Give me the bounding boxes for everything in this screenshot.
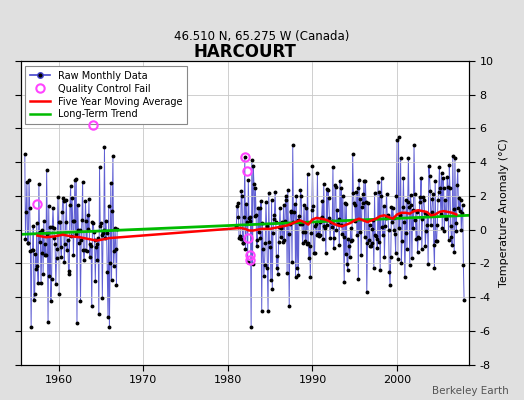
Text: Berkeley Earth: Berkeley Earth (432, 386, 508, 396)
Title: HARCOURT: HARCOURT (193, 43, 296, 61)
Legend: Raw Monthly Data, Quality Control Fail, Five Year Moving Average, Long-Term Tren: Raw Monthly Data, Quality Control Fail, … (26, 66, 187, 124)
Y-axis label: Temperature Anomaly (°C): Temperature Anomaly (°C) (499, 138, 509, 287)
Text: 46.510 N, 65.275 W (Canada): 46.510 N, 65.275 W (Canada) (174, 30, 350, 43)
